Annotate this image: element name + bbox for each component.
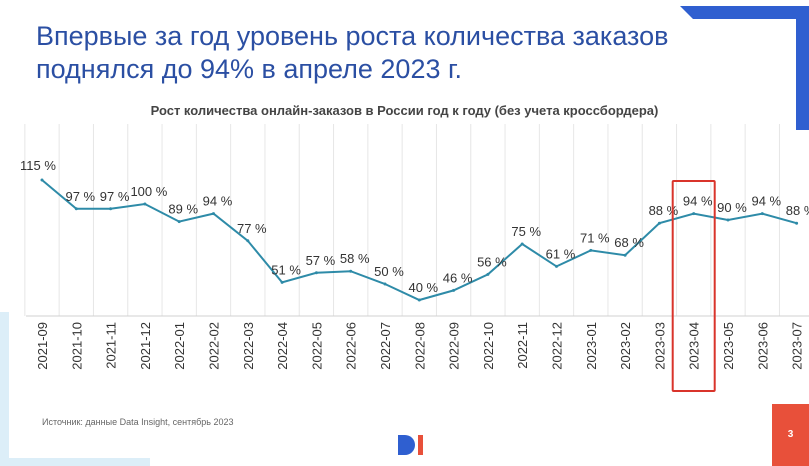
chart-grid — [24, 124, 780, 316]
x-tick-label: 2021-12 — [138, 322, 153, 370]
x-tick-label: 2021-10 — [69, 322, 84, 370]
data-points — [40, 178, 799, 302]
data-label: 68 % — [614, 235, 644, 250]
data-point — [760, 212, 764, 216]
x-tick-label: 2023-06 — [755, 322, 770, 370]
data-label: 90 % — [717, 200, 747, 215]
x-tick-label: 2022-04 — [275, 322, 290, 370]
x-tick-label: 2022-09 — [447, 322, 462, 370]
data-label: 94 % — [203, 194, 233, 209]
data-point — [486, 272, 490, 276]
data-point — [520, 242, 524, 246]
x-tick-label: 2022-10 — [481, 322, 496, 370]
data-point — [417, 298, 421, 302]
data-label: 71 % — [580, 230, 610, 245]
page-number: 3 — [772, 404, 809, 466]
data-label: 46 % — [443, 270, 473, 285]
x-tick-labels: 2021-09 2021-10 2021-11 2021-12 2022-01 2022-… — [35, 322, 805, 370]
x-tick-label: 2022-06 — [344, 322, 359, 370]
chart-title: Рост количества онлайн-заказов в России … — [150, 103, 659, 118]
x-tick-label: 2022-03 — [241, 322, 256, 370]
data-label: 56 % — [477, 254, 507, 269]
x-tick-label: 2022-08 — [412, 322, 427, 370]
data-point — [280, 280, 284, 284]
x-tick-label: 2023-03 — [652, 322, 667, 370]
x-tick-label: 2022-12 — [550, 322, 565, 370]
data-label: 97 % — [100, 189, 130, 204]
data-label: 97 % — [65, 189, 95, 204]
data-point — [657, 221, 661, 225]
data-label: 100 % — [130, 184, 167, 199]
data-label: 58 % — [340, 251, 370, 266]
data-point — [349, 269, 353, 273]
x-tick-label: 2022-07 — [378, 322, 393, 370]
x-tick-label: 2023-07 — [790, 322, 805, 370]
slide-title-line1: Впервые за год уровень роста количества … — [36, 21, 669, 51]
di-logo — [398, 435, 423, 455]
data-point — [314, 271, 318, 275]
data-label: 94 % — [683, 194, 713, 209]
data-point — [623, 253, 627, 257]
data-point — [143, 202, 147, 206]
data-point — [177, 220, 181, 224]
data-label: 75 % — [511, 224, 541, 239]
data-point — [74, 207, 78, 211]
data-label: 40 % — [408, 280, 438, 295]
x-tick-label: 2022-11 — [515, 322, 530, 369]
source-note: Источник: данные Data Insight, сентябрь … — [42, 417, 234, 427]
x-tick-label: 2022-05 — [309, 322, 324, 370]
data-label: 88 % — [649, 203, 679, 218]
x-tick-label: 2021-11 — [104, 322, 119, 369]
data-point — [40, 178, 44, 182]
corner-accent-top-right — [680, 6, 809, 130]
data-label: 77 % — [237, 221, 267, 236]
slide-title-line2: поднялся до 94% в апреле 2023 г. — [36, 54, 463, 84]
data-point — [109, 207, 113, 211]
data-label: 88 % — [786, 203, 809, 218]
data-point — [246, 239, 250, 243]
data-point — [212, 212, 215, 216]
x-tick-label: 2022-02 — [207, 322, 222, 370]
data-label: 57 % — [306, 253, 336, 268]
data-label: 61 % — [546, 246, 576, 261]
data-label: 89 % — [168, 202, 198, 217]
x-tick-label: 2023-04 — [687, 322, 702, 370]
x-tick-label: 2022-01 — [172, 322, 187, 370]
data-label: 51 % — [271, 262, 301, 277]
data-label: 50 % — [374, 264, 404, 279]
x-tick-label: 2023-05 — [721, 322, 736, 370]
data-point — [795, 221, 799, 225]
x-tick-label: 2023-01 — [584, 322, 599, 370]
data-point — [555, 264, 558, 268]
data-labels: 115 %97 % 97 % 100 %89 %94 %77 %51 %57 % 58… — [20, 158, 809, 295]
data-point — [726, 218, 730, 222]
data-point — [692, 212, 696, 216]
x-tick-label: 2023-02 — [618, 322, 633, 370]
x-tick-label: 2021-09 — [35, 322, 50, 370]
data-point — [589, 248, 593, 252]
data-label: 115 % — [20, 158, 56, 173]
data-point — [452, 288, 456, 292]
slide-title: Впервые за год уровень роста количества … — [36, 20, 736, 86]
data-point — [383, 282, 387, 286]
highlight-box — [671, 180, 716, 392]
data-label: 94 % — [751, 194, 781, 209]
